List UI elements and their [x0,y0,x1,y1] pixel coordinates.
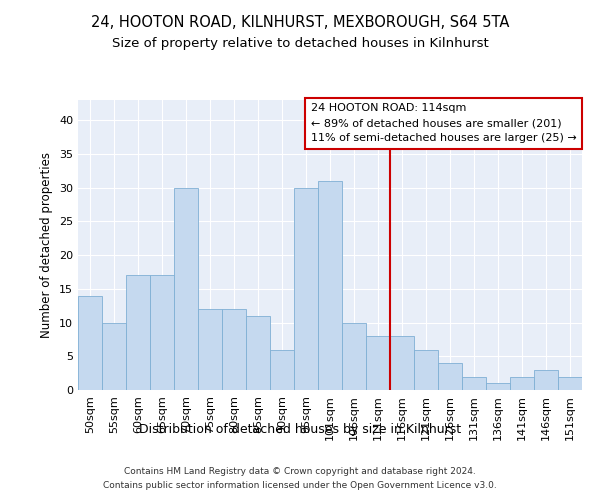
Text: 24 HOOTON ROAD: 114sqm
← 89% of detached houses are smaller (201)
11% of semi-de: 24 HOOTON ROAD: 114sqm ← 89% of detached… [311,104,577,143]
Bar [102,322,126,390]
Bar [198,309,222,390]
Bar [78,296,102,390]
Text: Contains public sector information licensed under the Open Government Licence v3: Contains public sector information licen… [103,481,497,490]
Bar [222,309,246,390]
Bar [126,276,150,390]
Bar [510,376,534,390]
Bar [366,336,390,390]
Bar [438,363,462,390]
Bar [414,350,438,390]
Bar [246,316,270,390]
Bar [390,336,414,390]
Bar [462,376,486,390]
Bar [558,376,582,390]
Bar [174,188,198,390]
Bar [294,188,318,390]
Y-axis label: Number of detached properties: Number of detached properties [40,152,53,338]
Text: 24, HOOTON ROAD, KILNHURST, MEXBOROUGH, S64 5TA: 24, HOOTON ROAD, KILNHURST, MEXBOROUGH, … [91,15,509,30]
Bar [486,384,510,390]
Bar [150,276,174,390]
Text: Distribution of detached houses by size in Kilnhurst: Distribution of detached houses by size … [139,422,461,436]
Bar [342,322,366,390]
Bar [270,350,294,390]
Text: Size of property relative to detached houses in Kilnhurst: Size of property relative to detached ho… [112,38,488,51]
Bar [318,181,342,390]
Bar [534,370,558,390]
Text: Contains HM Land Registry data © Crown copyright and database right 2024.: Contains HM Land Registry data © Crown c… [124,468,476,476]
